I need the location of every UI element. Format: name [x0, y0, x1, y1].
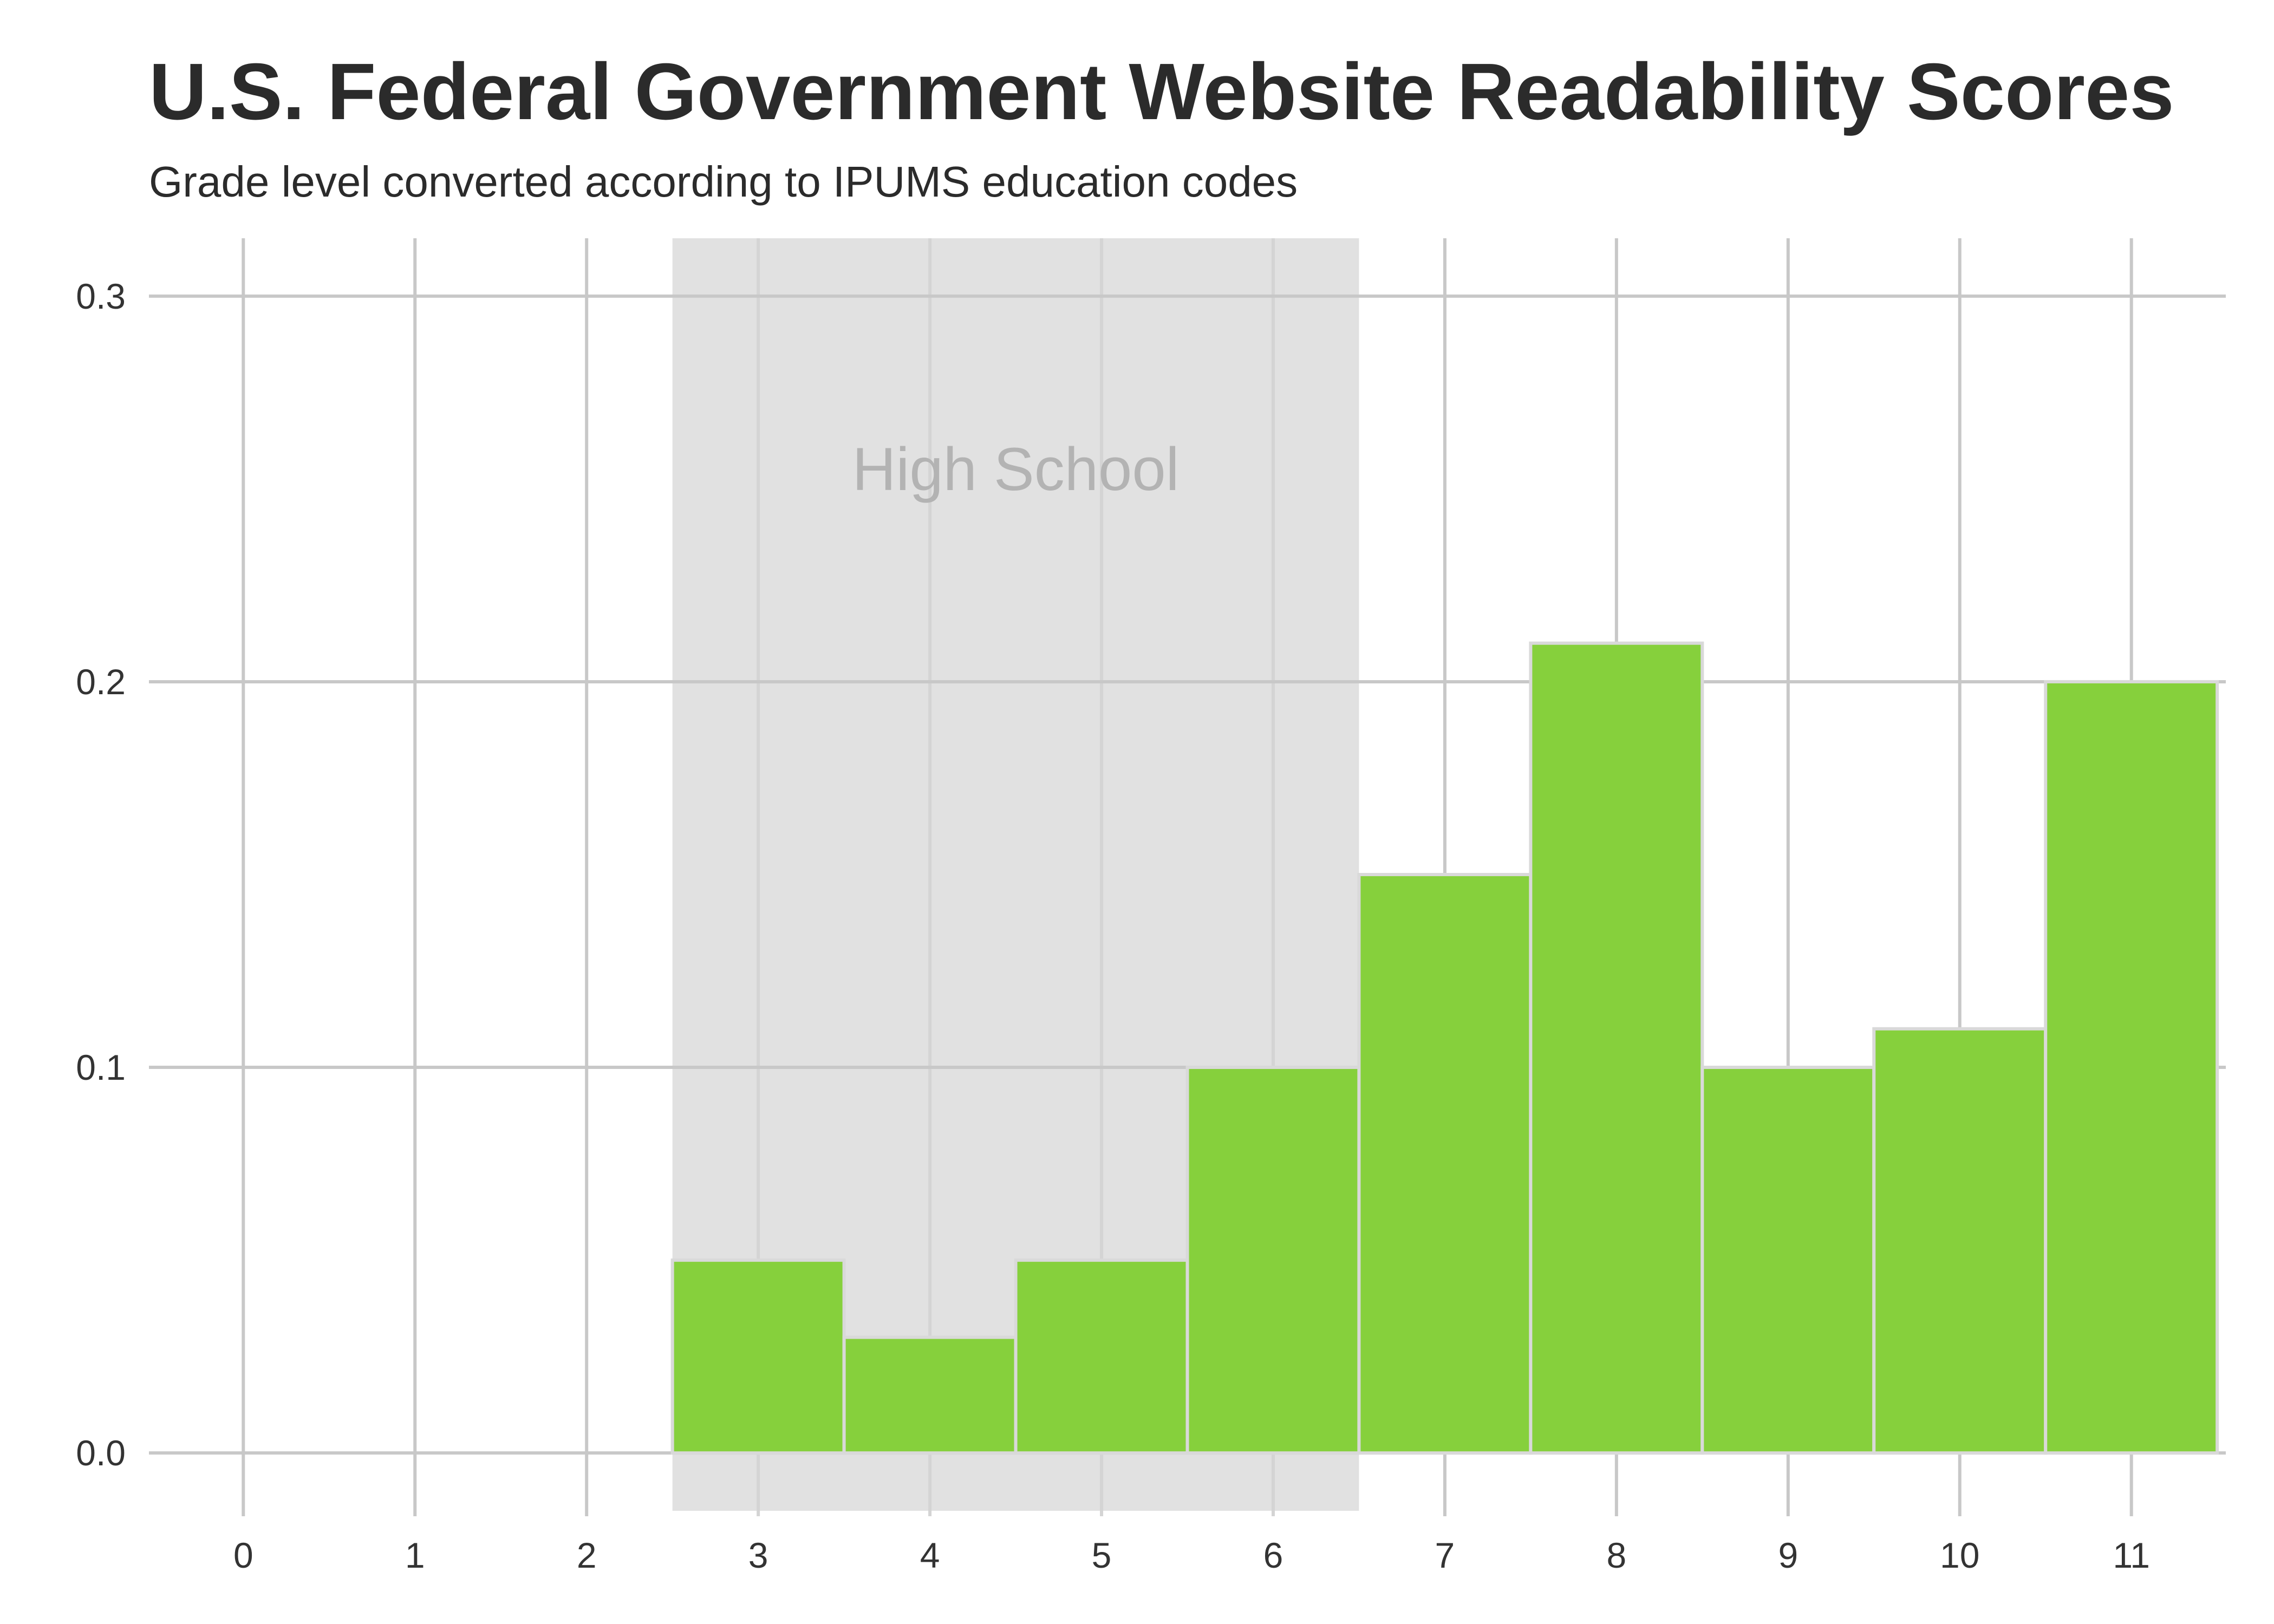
- chart-title: U.S. Federal Government Website Readabil…: [149, 47, 2174, 136]
- chart-subtitle: Grade level converted according to IPUMS…: [149, 158, 1298, 206]
- bar-grade-8: [1529, 641, 1704, 1455]
- x-tick-label: 10: [1940, 1535, 1979, 1575]
- x-tick-label: 5: [1092, 1535, 1112, 1575]
- x-tick-label: 7: [1435, 1535, 1455, 1575]
- x-tick-label: 8: [1606, 1535, 1626, 1575]
- x-tick-label: 2: [577, 1535, 597, 1575]
- x-tick-label: 6: [1263, 1535, 1283, 1575]
- high-school-label: High School: [852, 435, 1180, 503]
- y-tick-label: 0.2: [76, 662, 126, 702]
- x-tick-label: 4: [920, 1535, 940, 1575]
- y-tick-label: 0.0: [76, 1433, 126, 1473]
- label-layer: 0 1 2 3 4 5 6 7 8 9 10 11 0.0 0.1 0.2 0.3 High School: [76, 276, 2150, 1575]
- x-tick-label: 1: [405, 1535, 425, 1575]
- bar-grade-11: [2044, 680, 2219, 1455]
- bar-grade-9: [1700, 1066, 1876, 1455]
- y-tick-label: 0.1: [76, 1047, 126, 1087]
- bar-layer: [670, 641, 2219, 1455]
- x-tick-label: 0: [233, 1535, 253, 1575]
- bar-grade-10: [1872, 1027, 2048, 1455]
- bar-grade-3: [670, 1258, 846, 1455]
- bar-grade-4: [842, 1335, 1018, 1455]
- x-tick-label: 11: [2113, 1535, 2150, 1575]
- bar-grade-5: [1014, 1258, 1189, 1455]
- x-tick-label: 3: [748, 1535, 768, 1575]
- y-tick-label: 0.3: [76, 276, 126, 316]
- bar-grade-7: [1357, 873, 1533, 1455]
- x-tick-label: 9: [1778, 1535, 1798, 1575]
- bar-grade-6: [1185, 1066, 1361, 1455]
